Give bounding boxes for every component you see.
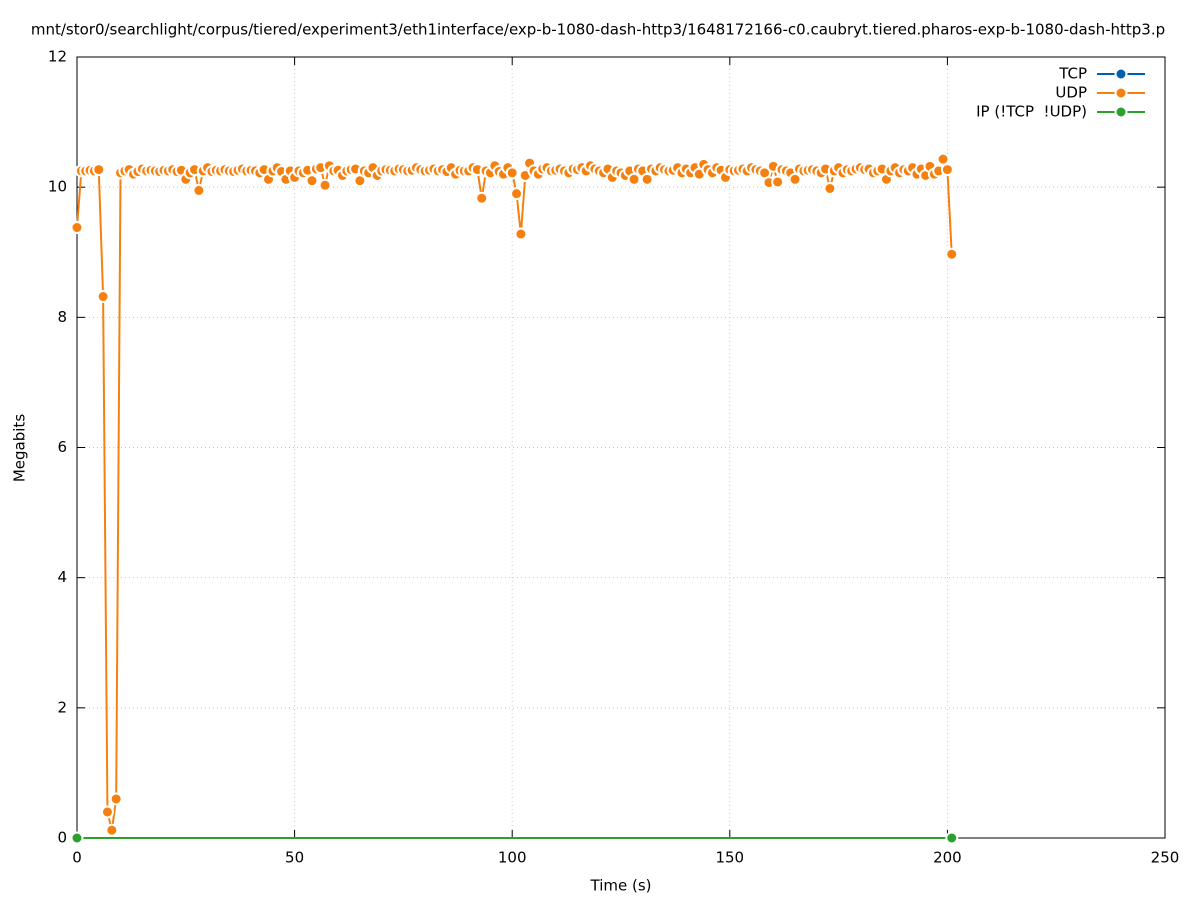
data-point xyxy=(105,823,119,837)
data-point xyxy=(475,191,489,205)
legend-label: IP (!TCP !UDP) xyxy=(976,103,1087,121)
series-line xyxy=(76,156,953,831)
data-point xyxy=(70,831,84,845)
y-tick-label: 4 xyxy=(57,568,67,586)
data-point xyxy=(318,178,332,192)
data-point xyxy=(514,227,528,241)
data-point xyxy=(940,163,954,177)
data-point xyxy=(788,172,802,186)
data-point xyxy=(192,183,206,197)
data-point xyxy=(100,805,114,819)
y-tick-label: 0 xyxy=(57,829,67,847)
y-axis-label: Megabits xyxy=(11,414,29,482)
x-tick-label: 50 xyxy=(285,849,304,867)
data-point xyxy=(945,247,959,261)
y-tick-label: 10 xyxy=(48,178,67,196)
data-point xyxy=(936,152,950,166)
legend-label: UDP xyxy=(1055,84,1087,102)
x-tick-label: 150 xyxy=(715,849,744,867)
y-tick-label: 6 xyxy=(57,438,67,456)
data-point xyxy=(305,174,319,188)
y-tick-label: 2 xyxy=(57,698,67,716)
data-point xyxy=(627,172,641,186)
x-tick-label: 200 xyxy=(933,849,962,867)
data-point xyxy=(823,181,837,195)
legend-marker xyxy=(1114,67,1128,81)
x-tick-label: 0 xyxy=(72,849,82,867)
data-point xyxy=(771,175,785,189)
data-point xyxy=(92,163,106,177)
y-tick-label: 12 xyxy=(48,48,67,66)
x-axis-label: Time (s) xyxy=(590,877,652,895)
x-tick-label: 100 xyxy=(498,849,527,867)
legend-marker xyxy=(1114,86,1128,100)
data-point xyxy=(945,831,959,845)
data-point xyxy=(510,187,524,201)
y-tick-label: 8 xyxy=(57,308,67,326)
legend-label: TCP xyxy=(1058,65,1087,83)
data-point xyxy=(505,166,519,180)
data-point xyxy=(109,792,123,806)
data-point xyxy=(640,172,654,186)
chart-title: mnt/stor0/searchlight/corpus/tiered/expe… xyxy=(31,21,1165,39)
data-point xyxy=(70,221,84,235)
legend-marker xyxy=(1114,105,1128,119)
x-tick-label: 250 xyxy=(1151,849,1180,867)
data-point xyxy=(96,290,110,304)
